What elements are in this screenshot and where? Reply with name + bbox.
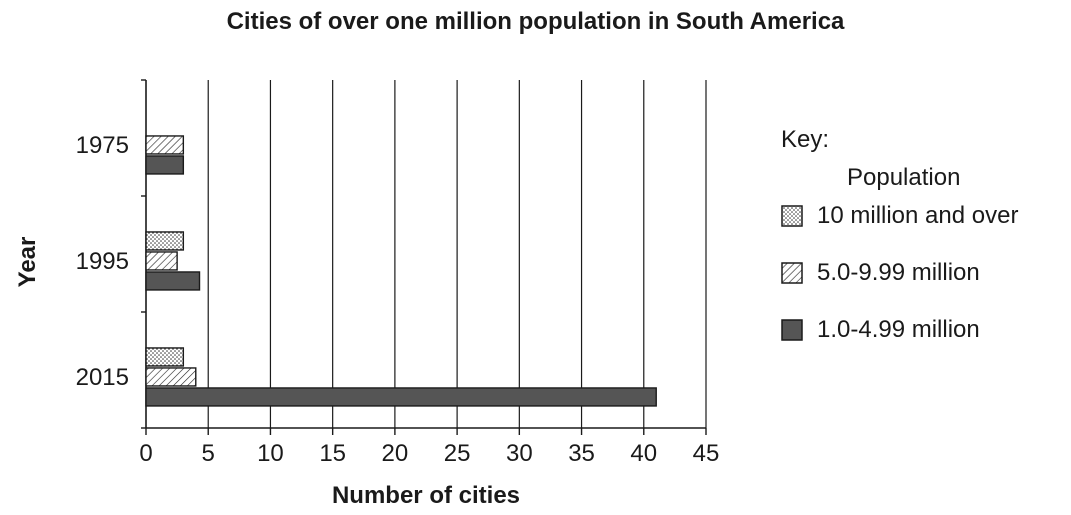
grid-lines — [207, 80, 707, 428]
bar-solid — [145, 271, 201, 291]
bar-dotted — [145, 231, 185, 251]
x-tick-label: 15 — [319, 440, 346, 467]
tick-labels: 0 5 10 15 20 25 30 35 40 45 1975 1995 2015 — [76, 132, 720, 467]
legend-swatch-solid — [781, 319, 803, 341]
x-tick-label: 10 — [257, 440, 284, 467]
x-axis-label: Number of cities — [331, 482, 521, 509]
y-axis-label: Year — [14, 236, 41, 288]
bars — [145, 135, 657, 407]
axes — [141, 79, 707, 435]
bar-solid — [145, 387, 657, 407]
legend-label: 10 million and over — [817, 202, 1019, 229]
x-tick-label: 30 — [506, 440, 533, 467]
chart-title: Cities of over one million population in… — [226, 8, 845, 35]
bar-dotted — [145, 347, 185, 367]
x-tick-label: 5 — [202, 440, 215, 467]
x-tick-label: 0 — [139, 440, 152, 467]
legend-swatch-dotted — [781, 205, 803, 227]
bar-hatched — [145, 251, 178, 271]
x-tick-label: 45 — [693, 440, 720, 467]
bar-solid — [145, 155, 185, 175]
legend: Key: Population 10 million and over 5.0-… — [781, 125, 1018, 372]
x-tick-label: 20 — [382, 440, 409, 467]
y-tick-label: 1995 — [76, 248, 129, 275]
legend-item-1-million: 1.0-4.99 million — [781, 315, 1018, 345]
legend-swatch-hatched — [781, 262, 803, 284]
legend-label: 5.0-9.99 million — [817, 259, 980, 286]
x-tick-label: 40 — [630, 440, 657, 467]
bar-hatched — [145, 367, 197, 387]
bar-hatched — [145, 135, 185, 155]
legend-subtitle: Population — [847, 164, 961, 191]
x-tick-label: 35 — [568, 440, 595, 467]
x-tick-label: 25 — [444, 440, 471, 467]
y-tick-label: 1975 — [76, 132, 129, 159]
legend-item-5-million: 5.0-9.99 million — [781, 258, 1018, 288]
legend-item-10-million: 10 million and over — [781, 201, 1018, 231]
legend-label: 1.0-4.99 million — [817, 316, 980, 343]
legend-title: Key: — [781, 126, 830, 153]
y-tick-label: 2015 — [76, 364, 129, 391]
